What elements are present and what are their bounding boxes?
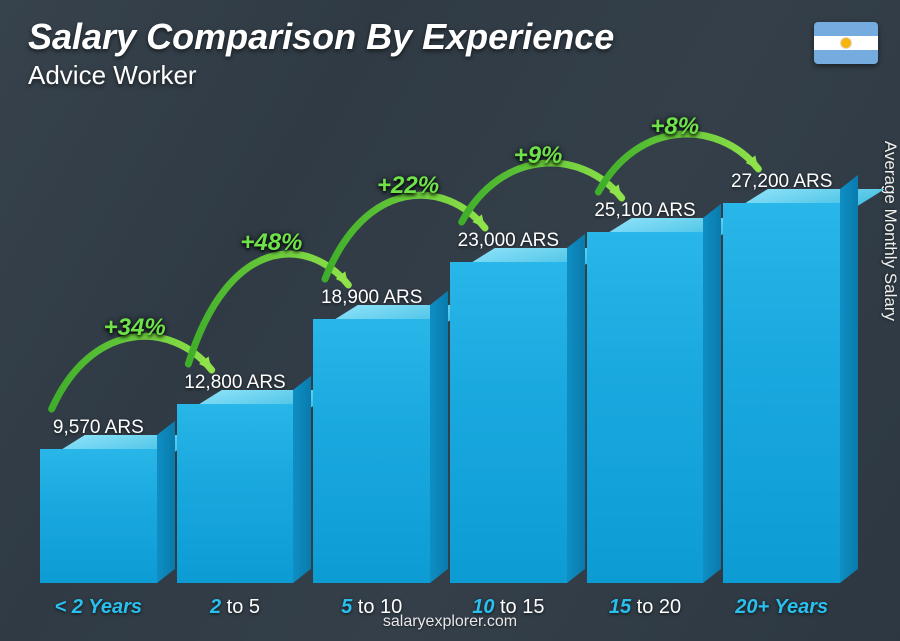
bar-chart: 9,570 ARS< 2 Years12,800 ARS2 to 518,900…: [40, 103, 840, 583]
pct-increase-label: +48%: [240, 229, 302, 257]
bar-x-label: 15 to 20: [609, 596, 681, 619]
bar: [177, 404, 294, 583]
pct-increase-label: +22%: [377, 172, 439, 200]
chart-title: Salary Comparison By Experience: [28, 16, 614, 58]
bar-group: 18,900 ARS5 to 10: [313, 287, 430, 583]
bar-group: 12,800 ARS2 to 5: [177, 372, 294, 583]
bar-x-label: 2 to 5: [210, 596, 260, 619]
pct-increase-label: +9%: [514, 142, 563, 170]
attribution-text: salaryexplorer.com: [383, 613, 517, 631]
pct-increase-label: +8%: [650, 113, 699, 141]
bar-group: 27,200 ARS20+ Years: [723, 171, 840, 583]
bar-x-label: < 2 Years: [55, 596, 142, 619]
bar-x-label: 20+ Years: [735, 596, 828, 619]
bar: [450, 262, 567, 583]
bar-group: 25,100 ARS15 to 20: [587, 200, 704, 583]
chart-subtitle: Advice Worker: [28, 60, 614, 91]
pct-increase-label: +34%: [104, 314, 166, 342]
bar-group: 23,000 ARS10 to 15: [450, 230, 567, 583]
y-axis-label: Average Monthly Salary: [880, 140, 900, 320]
bar: [723, 203, 840, 583]
country-flag-icon: [814, 22, 878, 64]
chart-header: Salary Comparison By Experience Advice W…: [28, 16, 614, 91]
bar: [313, 319, 430, 583]
bar-group: 9,570 ARS< 2 Years: [40, 417, 157, 583]
bar: [587, 232, 704, 583]
bar: [40, 449, 157, 583]
